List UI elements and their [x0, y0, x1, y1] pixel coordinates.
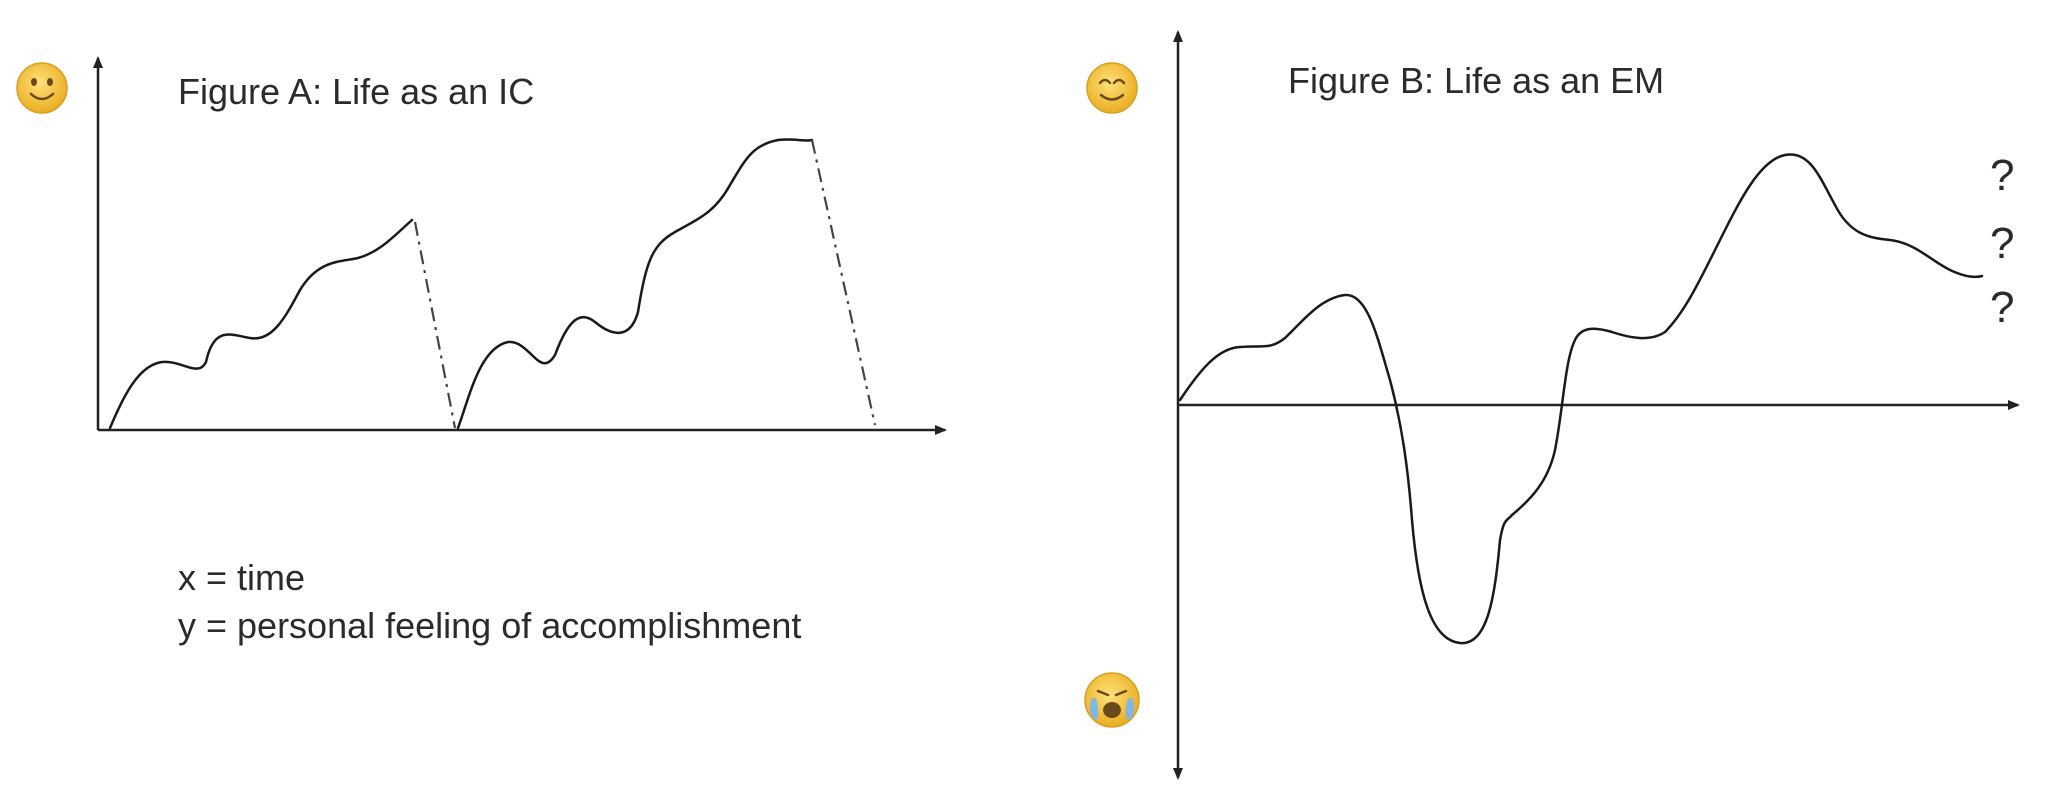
legend-x-definition: x = time	[178, 557, 305, 598]
figure-a-drop-2	[810, 139, 877, 426]
figure-a: Figure A: Life as an IC	[16, 56, 947, 435]
figure-a-wave-2	[456, 138, 814, 430]
figure-a-drop-1	[413, 221, 457, 429]
figure-b: Figure B: Life as an EM ? ? ?	[1084, 30, 2020, 780]
figure-b-curve	[1178, 153, 1984, 645]
question-mark: ?	[1990, 151, 2014, 200]
legend-y-definition: y = personal feeling of accomplishment	[178, 605, 801, 646]
crying-face-emoji-icon	[1084, 672, 1140, 728]
smiling-face-emoji-icon	[16, 62, 68, 114]
figure-a-wave-1	[108, 218, 414, 430]
smiling-face-emoji-icon	[1086, 62, 1138, 114]
question-marks: ? ? ?	[1990, 151, 2014, 332]
figure-b-title: Figure B: Life as an EM	[1288, 60, 1664, 101]
axis-legend: x = time y = personal feeling of accompl…	[178, 557, 801, 646]
question-mark: ?	[1990, 219, 2014, 268]
figure-a-title: Figure A: Life as an IC	[178, 71, 534, 112]
question-mark: ?	[1990, 283, 2014, 332]
